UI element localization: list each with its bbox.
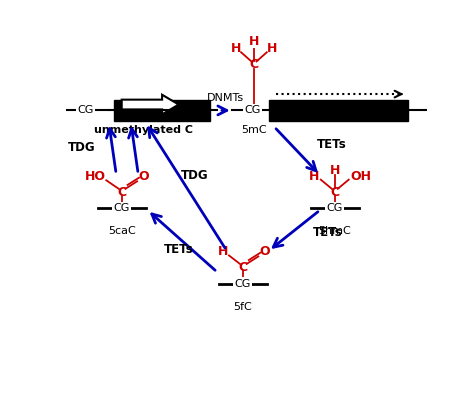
Text: CG: CG [235,278,251,289]
Text: CG: CG [113,204,130,214]
Text: CG: CG [327,204,343,214]
Text: HO: HO [85,170,106,183]
Text: TETs: TETs [317,138,346,151]
Text: H: H [249,35,259,48]
Text: O: O [138,170,149,183]
Text: C: C [117,186,126,199]
Text: CG: CG [244,106,260,115]
Text: H: H [218,245,228,258]
Text: 5fC: 5fC [234,301,252,312]
Text: O: O [260,245,270,258]
Bar [114,100,210,121]
Text: 5caC: 5caC [108,226,136,237]
Text: H: H [230,42,241,55]
Text: C: C [330,186,339,199]
Text: H: H [329,164,340,177]
Text: TDG: TDG [67,141,95,154]
Bar [269,100,408,121]
Text: TETs: TETs [164,243,194,256]
Text: OH: OH [351,170,372,183]
Text: H: H [310,170,320,183]
Text: CG: CG [78,106,94,115]
Text: unmethylated C: unmethylated C [94,125,193,135]
Text: C: C [249,58,258,71]
Text: H: H [267,42,277,55]
Polygon shape [122,95,179,114]
Text: TETs: TETs [313,226,343,239]
Text: 5mC: 5mC [241,125,267,135]
Text: C: C [238,261,247,274]
Text: 5hmC: 5hmC [319,226,351,237]
Text: TDG: TDG [182,169,209,182]
Text: DNMTs: DNMTs [207,93,244,103]
